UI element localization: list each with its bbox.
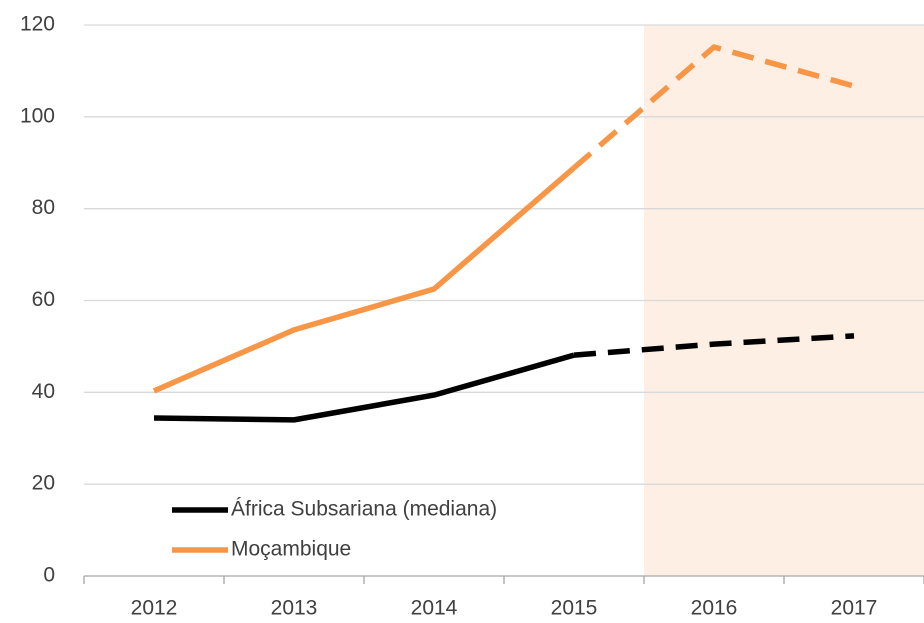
- x-tick-label: 2014: [411, 597, 458, 620]
- series-line: [153, 352, 575, 423]
- y-tick-label: 100: [20, 104, 55, 127]
- x-tick-label: 2015: [551, 597, 598, 620]
- y-tick-label: 20: [32, 472, 55, 495]
- series-line: [152, 165, 576, 394]
- x-tick-label: 2013: [271, 597, 318, 620]
- y-tick-label: 80: [32, 196, 55, 219]
- legend-label: África Subsariana (mediana): [231, 498, 497, 521]
- y-tick-label: 60: [32, 288, 55, 311]
- forecast-line: [572, 44, 855, 170]
- forecast-line: [573, 333, 855, 358]
- x-tick-label: 2016: [691, 597, 738, 620]
- x-tick-label: 2012: [131, 597, 178, 620]
- y-tick-label: 0: [43, 564, 55, 587]
- legend-label: Moçambique: [231, 538, 351, 561]
- x-tick-label: 2017: [831, 597, 878, 620]
- y-tick-label: 120: [20, 13, 55, 36]
- y-tick-label: 40: [32, 380, 55, 403]
